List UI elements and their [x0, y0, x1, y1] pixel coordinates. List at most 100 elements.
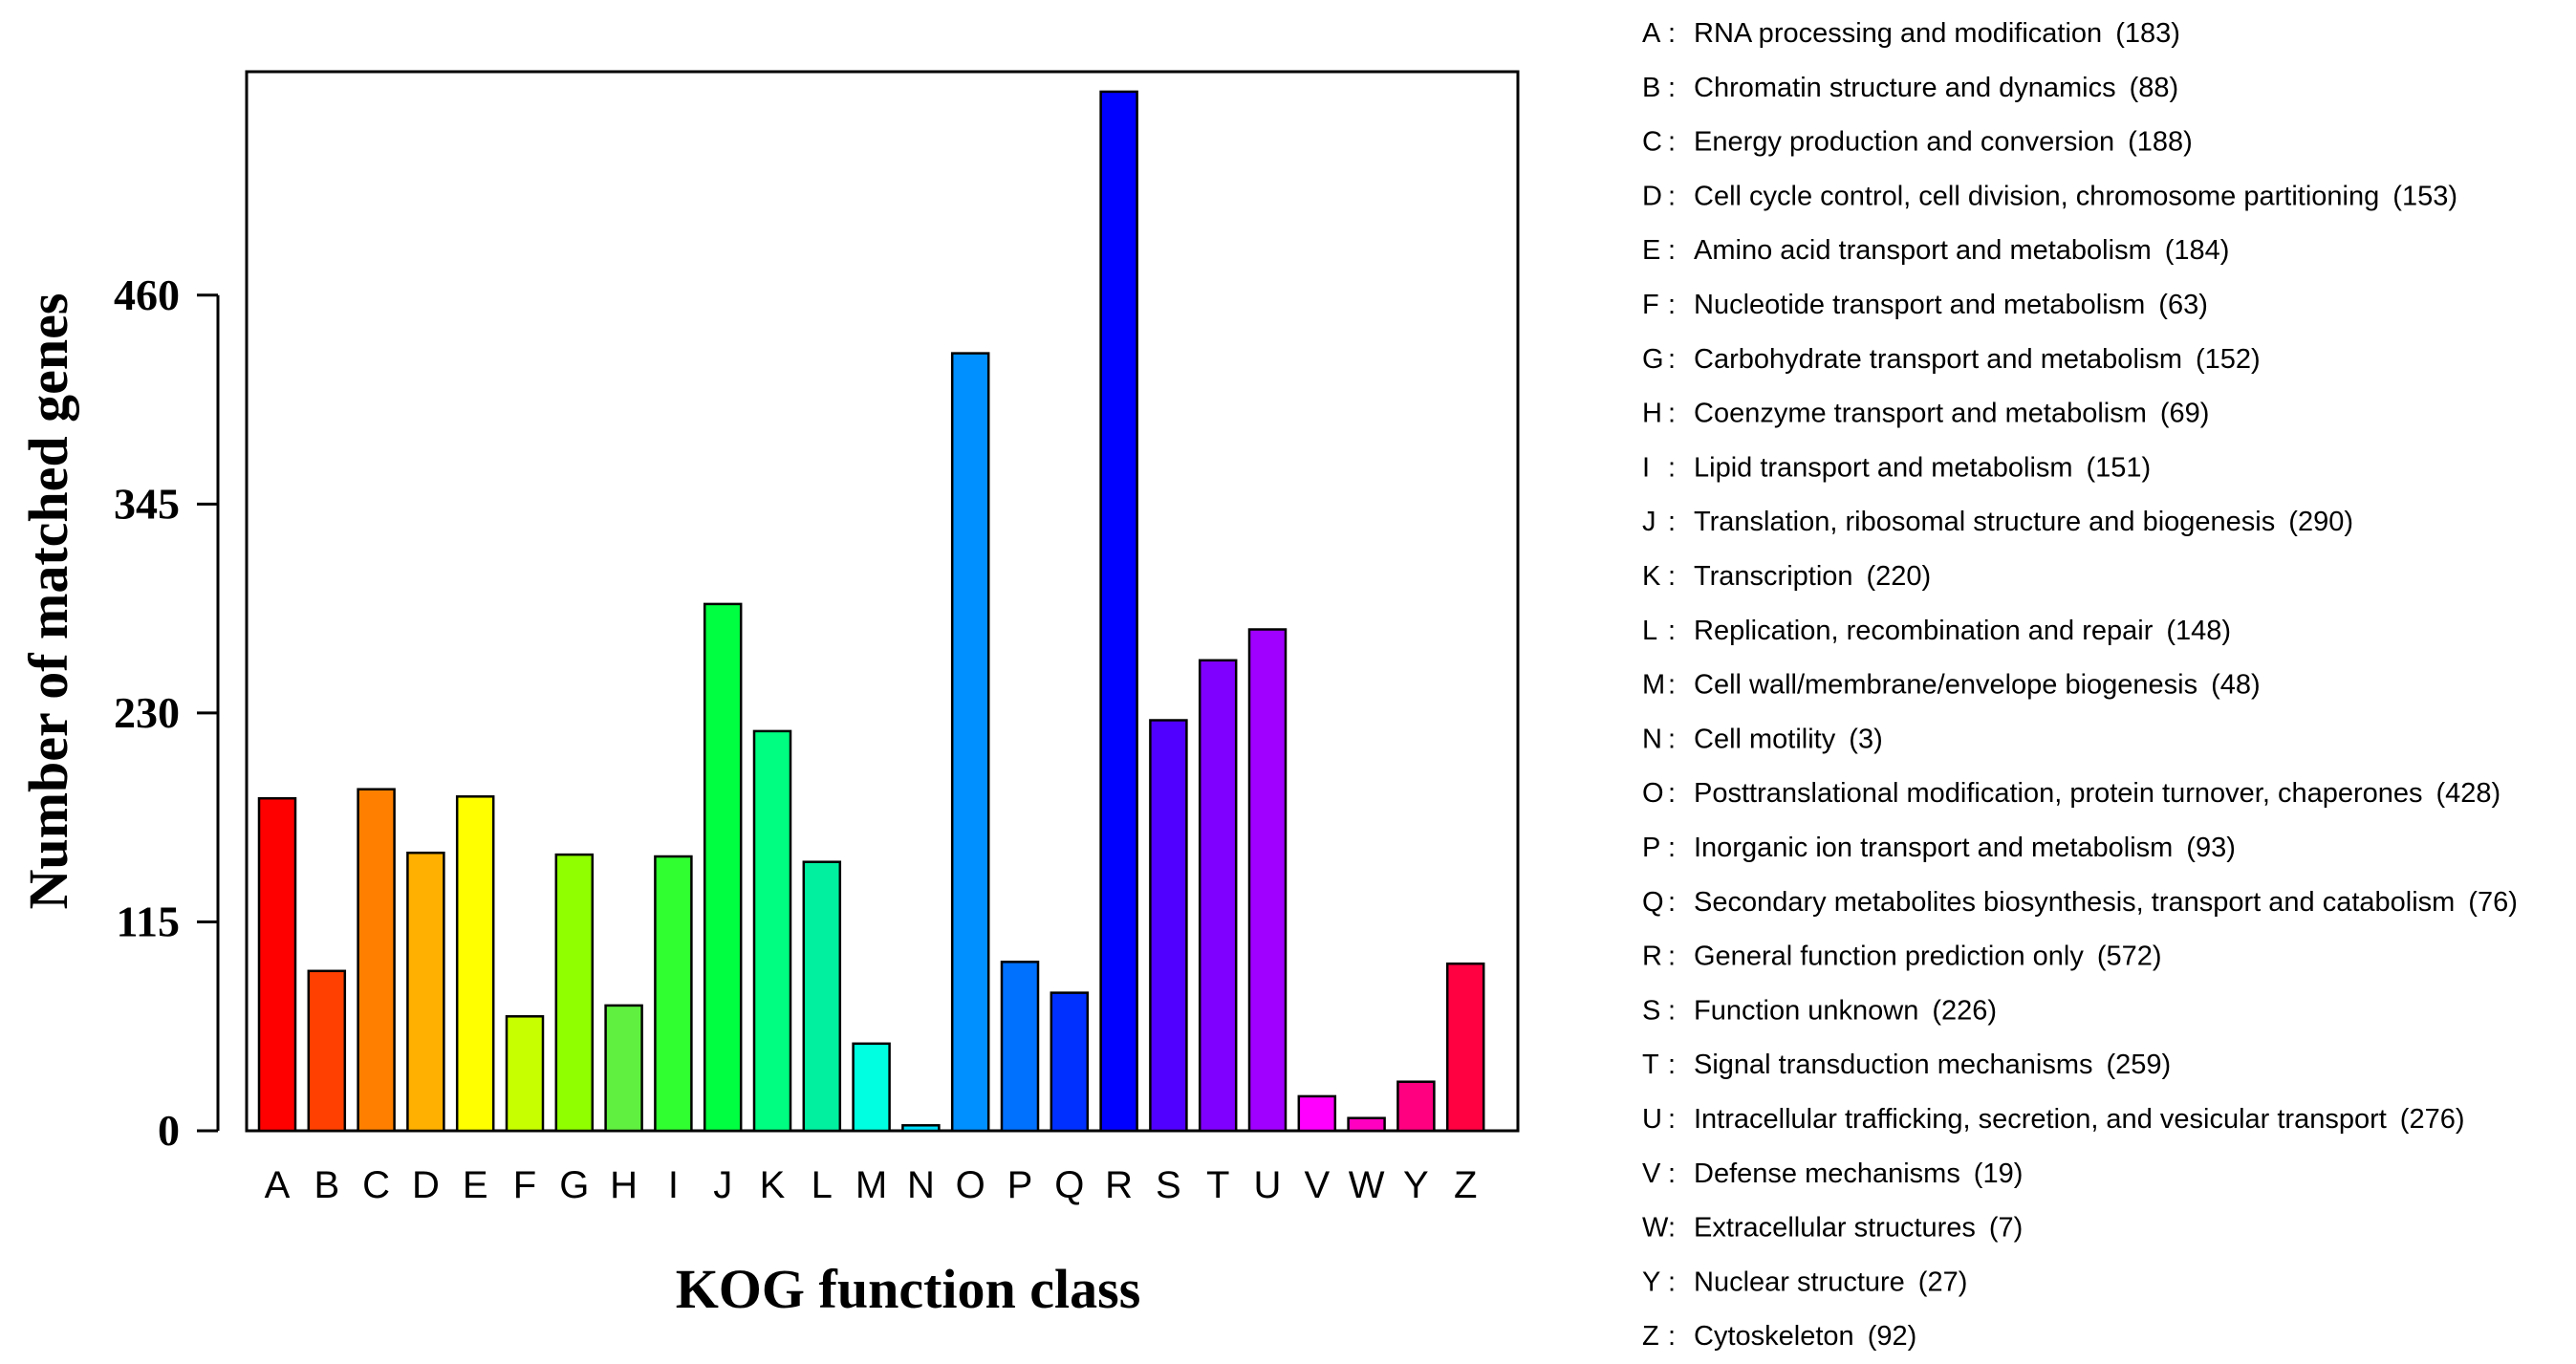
- legend-item: W: Extracellular structures (7): [1642, 1213, 2023, 1244]
- legend-count: (428): [2436, 778, 2501, 809]
- legend-count: (183): [2115, 18, 2180, 49]
- legend-separator: :: [1668, 778, 1676, 809]
- bar-q: [1050, 991, 1090, 1133]
- bar-i: [654, 855, 693, 1133]
- legend-count: (48): [2211, 670, 2261, 701]
- x-tick-label: Z: [1454, 1164, 1477, 1206]
- legend-count: (259): [2107, 1050, 2172, 1080]
- legend-label: Transcription: [1694, 561, 1853, 592]
- x-tick-label: U: [1254, 1164, 1282, 1206]
- legend-label: Coenzyme transport and metabolism: [1694, 399, 2147, 429]
- y-tick-label: 115: [117, 897, 180, 945]
- bar-m: [852, 1042, 891, 1133]
- legend-count: (3): [1849, 724, 1882, 754]
- legend-count: (27): [1918, 1267, 1968, 1297]
- legend: A: RNA processing and modification (183) B:…: [1642, 18, 2518, 1352]
- legend-separator: :: [1668, 1158, 1676, 1189]
- legend-item: Y: Nuclear structure (27): [1642, 1267, 1967, 1297]
- legend-separator: :: [1668, 724, 1676, 754]
- legend-item: R: General function prediction only (572): [1642, 942, 2162, 972]
- legend-item: K: Transcription (220): [1642, 561, 1931, 592]
- legend-separator: :: [1668, 1050, 1676, 1080]
- legend-count: (276): [2400, 1104, 2465, 1135]
- x-tick-label: T: [1206, 1164, 1229, 1206]
- legend-label: Chromatin structure and dynamics: [1694, 73, 2116, 103]
- x-tick-label: I: [668, 1164, 679, 1206]
- legend-count: (92): [1868, 1321, 1917, 1352]
- legend-code: G: [1642, 344, 1664, 375]
- x-tick-label: F: [513, 1164, 536, 1206]
- legend-separator: :: [1668, 290, 1676, 320]
- bar-d: [406, 851, 445, 1133]
- bar-e: [455, 795, 495, 1133]
- legend-count: (93): [2186, 833, 2236, 863]
- legend-code: V: [1642, 1158, 1661, 1189]
- legend-code: J: [1642, 507, 1656, 537]
- legend-code: F: [1642, 290, 1659, 320]
- bar-f: [505, 1015, 545, 1133]
- bar-n: [901, 1124, 941, 1133]
- legend-count: (220): [1867, 561, 1932, 592]
- legend-code: E: [1642, 235, 1660, 266]
- legend-label: Posttranslational modification, protein …: [1694, 778, 2423, 809]
- y-tick-label: 460: [114, 271, 180, 319]
- legend-code: Q: [1642, 887, 1664, 918]
- legend-count: (184): [2165, 235, 2230, 266]
- legend-count: (19): [1974, 1158, 2024, 1189]
- legend-code: T: [1642, 1050, 1659, 1080]
- legend-code: U: [1642, 1104, 1662, 1135]
- legend-item: D: Cell cycle control, cell division, chr…: [1642, 181, 2457, 211]
- legend-code: L: [1642, 616, 1657, 646]
- legend-label: Translation, ribosomal structure and bio…: [1694, 507, 2275, 537]
- legend-item: O: Posttranslational modification, protei…: [1642, 778, 2500, 809]
- legend-code: C: [1642, 127, 1662, 158]
- legend-count: (88): [2130, 73, 2179, 103]
- bar-h: [604, 1004, 643, 1133]
- bar-k: [752, 729, 792, 1133]
- legend-item: U: Intracellular trafficking, secretion, …: [1642, 1104, 2465, 1135]
- x-tick-label: B: [314, 1164, 339, 1206]
- legend-separator: :: [1668, 942, 1676, 972]
- x-tick-label: C: [362, 1164, 390, 1206]
- bar-s: [1149, 719, 1188, 1133]
- legend-separator: :: [1668, 833, 1676, 863]
- legend-label: Extracellular structures: [1694, 1213, 1976, 1244]
- x-tick-label: P: [1007, 1164, 1033, 1206]
- legend-separator: :: [1668, 670, 1676, 701]
- bars: [257, 90, 1485, 1133]
- legend-separator: :: [1668, 1267, 1676, 1297]
- y-tick-label: 230: [114, 688, 180, 737]
- x-tick-label: H: [610, 1164, 638, 1206]
- legend-count: (153): [2392, 181, 2457, 211]
- legend-item: E: Amino acid transport and metabolism (18…: [1642, 235, 2229, 266]
- legend-item: M: Cell wall/membrane/envelope biogenesis…: [1642, 670, 2261, 701]
- bar-y: [1396, 1080, 1436, 1133]
- bar-o: [950, 352, 990, 1133]
- bar-r: [1099, 90, 1138, 1133]
- legend-code: K: [1642, 561, 1661, 592]
- legend-label: Lipid transport and metabolism: [1694, 452, 2073, 483]
- x-tick-label: W: [1349, 1164, 1385, 1206]
- legend-count: (63): [2158, 290, 2208, 320]
- x-tick-label: N: [907, 1164, 935, 1206]
- legend-code: D: [1642, 181, 1662, 211]
- legend-code: M: [1642, 670, 1665, 701]
- x-tick-label: R: [1105, 1164, 1133, 1206]
- legend-separator: :: [1668, 181, 1676, 211]
- legend-count: (572): [2097, 942, 2162, 972]
- legend-separator: :: [1668, 399, 1676, 429]
- legend-label: Intracellular trafficking, secretion, an…: [1694, 1104, 2387, 1135]
- legend-count: (148): [2166, 616, 2231, 646]
- bar-t: [1198, 659, 1238, 1133]
- legend-code: Z: [1642, 1321, 1659, 1352]
- bar-z: [1445, 962, 1485, 1133]
- bar-p: [1000, 961, 1040, 1133]
- bar-a: [257, 796, 297, 1133]
- legend-code: N: [1642, 724, 1662, 754]
- legend-item: L: Replication, recombination and repair (…: [1642, 616, 2231, 646]
- x-tick-label: G: [559, 1164, 589, 1206]
- legend-label: Amino acid transport and metabolism: [1694, 235, 2152, 266]
- bar-c: [357, 788, 396, 1133]
- bar-v: [1297, 1094, 1337, 1133]
